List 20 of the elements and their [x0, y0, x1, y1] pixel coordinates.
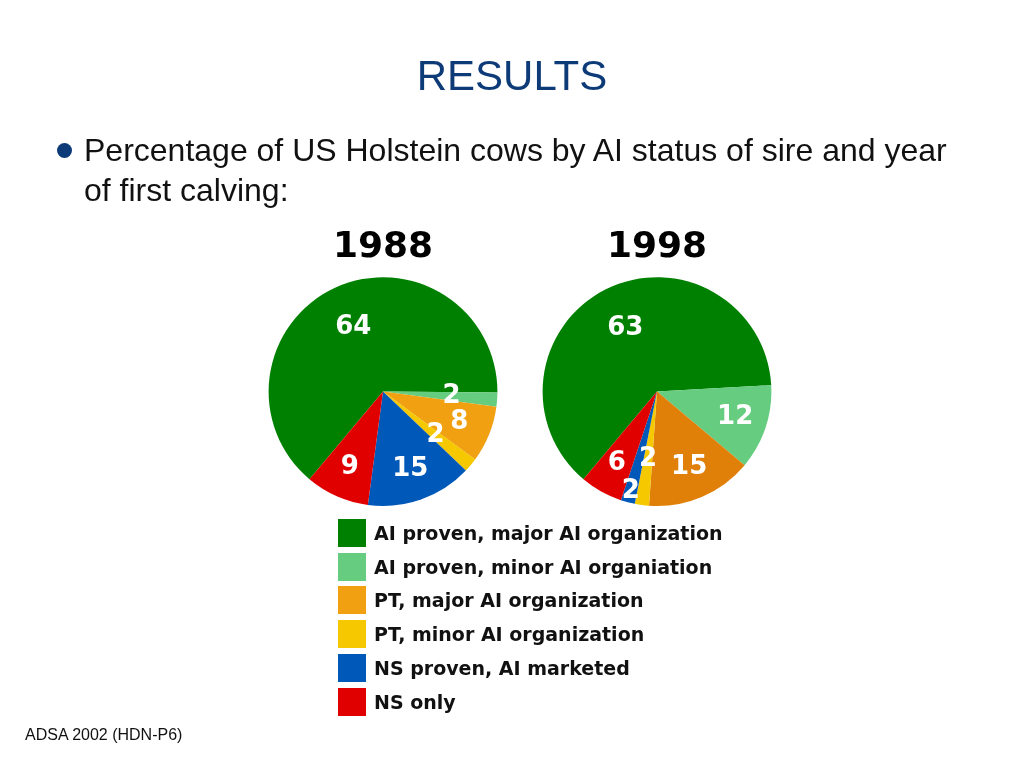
- legend-label: NS proven, AI marketed: [374, 657, 630, 680]
- data-label: 64: [335, 309, 372, 340]
- data-label: 2: [426, 418, 445, 449]
- data-label: 15: [671, 450, 708, 481]
- legend-label: NS only: [374, 690, 456, 713]
- text: ADSA 2002 (HDN-P6): [25, 726, 183, 744]
- data-label: 8: [450, 405, 469, 436]
- data-label: 63: [607, 310, 644, 341]
- text: RESULTS: [415, 52, 609, 100]
- legend-label: PT, minor AI organization: [374, 623, 645, 646]
- chart-title: 1988: [332, 223, 434, 265]
- chart-title: 1998: [606, 223, 708, 265]
- legend-label: PT, major AI organization: [374, 589, 644, 612]
- data-label: 12: [717, 400, 754, 431]
- legend-label: AI proven, major AI organization: [374, 521, 723, 544]
- data-label: 15: [392, 452, 429, 483]
- text: Percentage of US Holstein cows by AI status of sire and year of first calving:: [84, 131, 948, 210]
- data-label: 9: [340, 449, 359, 480]
- data-label: 6: [607, 446, 626, 477]
- legend-label: AI proven, minor AI organiation: [374, 555, 713, 578]
